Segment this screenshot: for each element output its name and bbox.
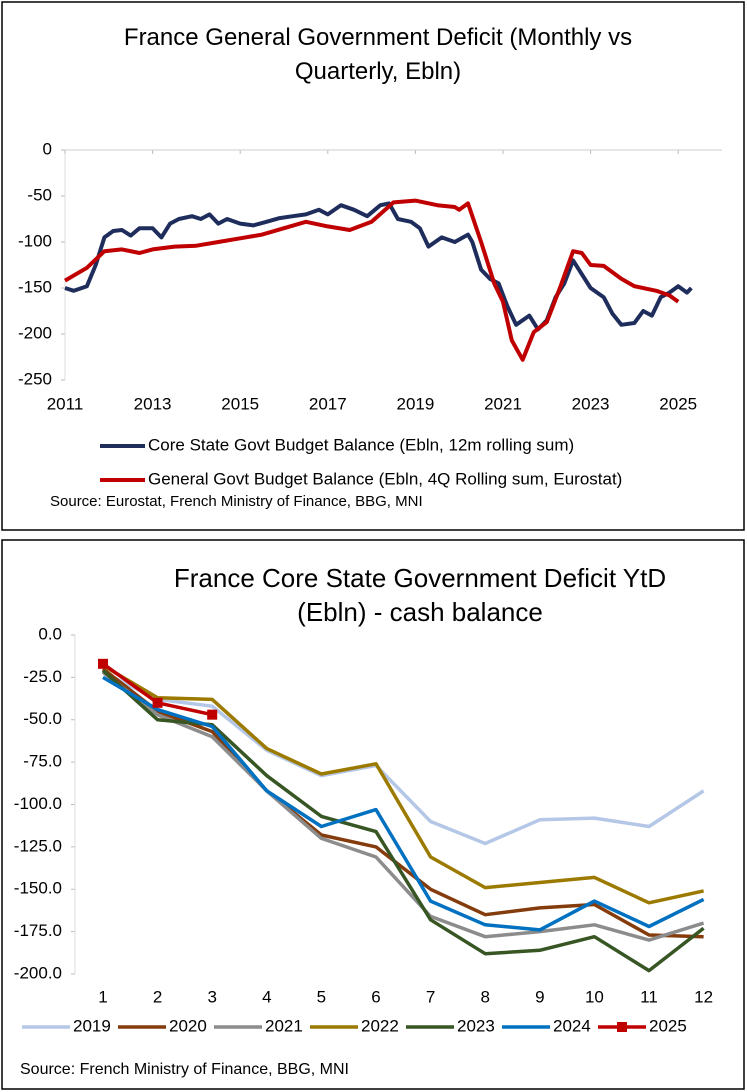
y-tick-label: 0.0 — [38, 624, 62, 643]
legend-label: 2023 — [457, 1016, 495, 1035]
legend-label: 2021 — [265, 1016, 303, 1035]
y-tick-label: -250 — [18, 369, 52, 388]
source-note: Source: Eurostat, French Ministry of Fin… — [50, 493, 423, 510]
legend-label: 2025 — [649, 1016, 687, 1035]
chart-title: France Core State Government Deficit YtD… — [173, 563, 667, 627]
x-tick-label: 2015 — [221, 394, 259, 413]
x-tick-label: 2 — [153, 987, 162, 1006]
y-tick-label: -200 — [18, 323, 52, 342]
series-line — [101, 670, 705, 942]
y-tick-label: -175.0 — [14, 921, 62, 940]
y-tick-label: -50 — [27, 185, 52, 204]
y-tick-label: -25.0 — [23, 667, 62, 686]
x-tick-label: 7 — [426, 987, 435, 1006]
x-tick-label: 2021 — [484, 394, 522, 413]
series-line — [102, 675, 705, 932]
x-tick-label: 2017 — [309, 394, 347, 413]
y-tick-label: -125.0 — [14, 836, 62, 855]
x-tick-label: 1 — [98, 987, 107, 1006]
y-tick-label: -100 — [18, 231, 52, 250]
x-tick-label: 2023 — [572, 394, 610, 413]
legend-marker — [617, 1022, 627, 1032]
y-tick-label: -100.0 — [14, 794, 62, 813]
x-tick-label: 12 — [694, 987, 713, 1006]
x-tick-label: 9 — [535, 987, 544, 1006]
x-tick-label: 4 — [262, 987, 271, 1006]
point-marker — [152, 697, 163, 708]
x-tick-label: 8 — [480, 987, 489, 1006]
series-line — [102, 663, 704, 905]
y-tick-label: -200.0 — [14, 963, 62, 982]
series-line — [101, 667, 704, 939]
legend-label: 2022 — [361, 1016, 399, 1035]
x-tick-label: 2025 — [659, 394, 697, 413]
x-tick-label: 6 — [371, 987, 380, 1006]
x-tick-label: 11 — [640, 987, 658, 1006]
x-tick-label: 2013 — [134, 394, 172, 413]
series-line — [102, 670, 705, 846]
y-tick-label: -150 — [18, 277, 52, 296]
x-tick-label: 10 — [585, 987, 604, 1006]
x-tick-label: 5 — [317, 987, 326, 1006]
legend-label: 2024 — [553, 1016, 591, 1035]
x-tick-label: 3 — [207, 987, 216, 1006]
x-tick-label: 2019 — [396, 394, 434, 413]
series-line — [64, 201, 693, 332]
source-note: Source: French Ministry of Finance, BBG,… — [20, 1061, 349, 1078]
legend-label: Core State Govt Budget Balance (Ebln, 12… — [148, 435, 574, 454]
y-tick-label: 0 — [43, 139, 52, 158]
point-marker — [207, 709, 218, 720]
legend-label: General Govt Budget Balance (Ebln, 4Q Ro… — [148, 469, 622, 488]
chart-frame — [1, 1, 745, 531]
legend-label: 2019 — [73, 1016, 111, 1035]
series-line — [63, 198, 680, 362]
point-marker — [98, 658, 108, 669]
y-tick-label: -50.0 — [23, 709, 62, 728]
y-tick-label: -75.0 — [23, 752, 62, 771]
legend-label: 2020 — [169, 1016, 207, 1035]
chart-title: France General Government Deficit (Month… — [123, 24, 633, 85]
x-tick-label: 2011 — [47, 394, 84, 413]
y-tick-label: -150.0 — [14, 879, 62, 898]
chart-frame — [1, 539, 745, 1090]
